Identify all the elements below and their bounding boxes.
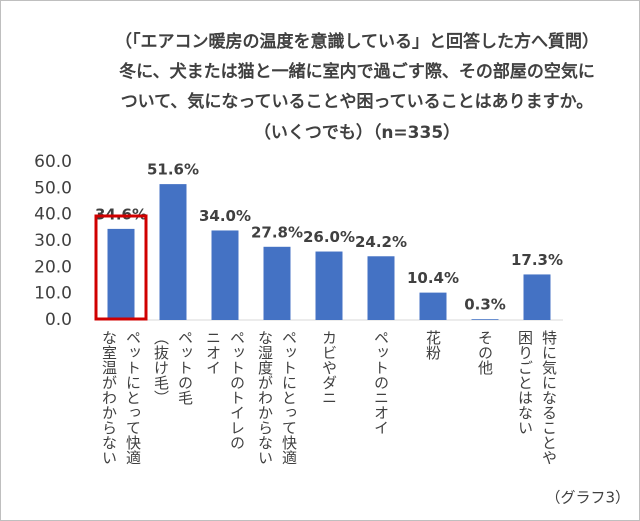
value-label: 24.2% (355, 233, 407, 251)
x-tick-label: その他 (476, 330, 494, 375)
x-tick-label: ペットのトイレの ニオイ (204, 330, 246, 450)
x-tick-label: 花粉 (424, 330, 442, 360)
x-tick-label: ペットのニオイ (372, 330, 390, 435)
value-label: 10.4% (407, 269, 459, 287)
chart-title: ついて、気になっていることや困っていることはありますか。 (121, 91, 594, 112)
x-tick-label: ペットにとって快適 な室温がわからない (100, 330, 142, 465)
x-tick-label: カビやダニ (320, 330, 338, 405)
value-label: 17.3% (511, 251, 563, 269)
bar (263, 246, 291, 320)
bar (315, 251, 343, 320)
y-tick-label: 50.0 (34, 178, 72, 198)
highlight-box (94, 214, 148, 321)
bar (419, 292, 447, 320)
value-label: 26.0% (303, 228, 355, 246)
y-tick-label: 40.0 (34, 205, 72, 225)
y-tick-label: 0.0 (45, 310, 72, 330)
y-tick-label: 10.0 (34, 284, 72, 304)
bar (471, 319, 499, 320)
value-label: 0.3% (464, 296, 506, 314)
value-label: 34.6% (95, 205, 147, 223)
chart-title: 冬に、犬または猫と一緒に室内で過ごす際、その部屋の空気に (119, 61, 595, 82)
bar (523, 274, 551, 320)
y-tick-label: 30.0 (34, 231, 72, 251)
chart-title: （いくつでも）（n=335） (254, 122, 460, 143)
value-label: 34.0% (199, 207, 251, 225)
x-tick-label: ペットにとって快適 な湿度がわからない (256, 330, 298, 465)
value-label: 27.8% (251, 223, 303, 241)
x-tick-label: 特に気になることや 困りごとはない (516, 330, 558, 465)
y-tick-label: 20.0 (34, 257, 72, 277)
value-label: 51.6% (147, 161, 199, 179)
bar (211, 230, 239, 320)
note: （グラフ3） (545, 489, 630, 507)
y-tick-label: 60.0 (34, 152, 72, 172)
bar (159, 184, 187, 320)
bar (107, 228, 135, 320)
chart-title: （「エアコン暖房の温度を意識している」と回答した方へ質問） (115, 31, 599, 52)
x-tick-label: ペットの毛 （抜け毛） (152, 330, 194, 405)
bar (367, 256, 395, 320)
